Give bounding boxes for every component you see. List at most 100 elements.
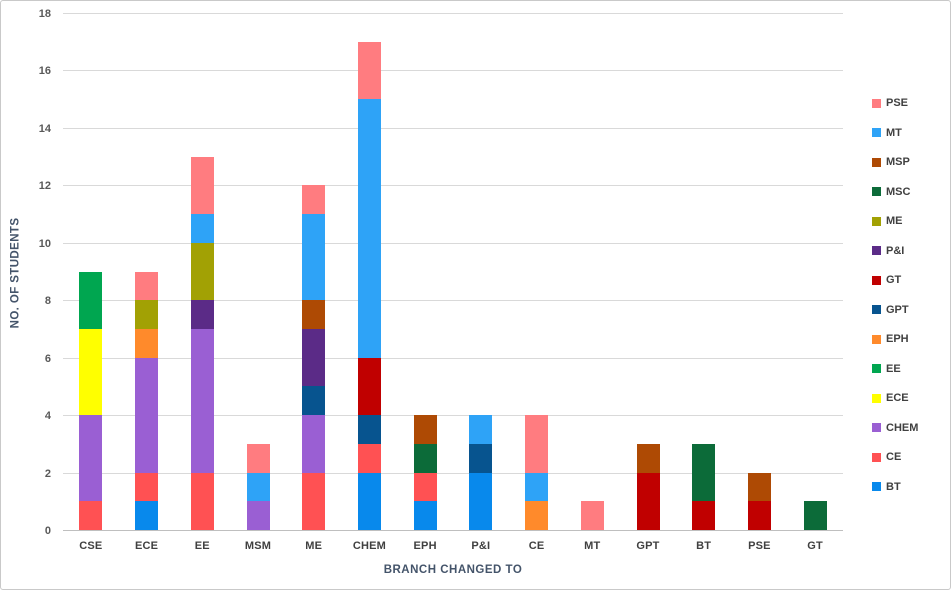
bar-MSM (246, 443, 270, 530)
x-category-label-CE: CE (528, 540, 545, 552)
bar-segment-CHEM-PSE (357, 41, 381, 100)
gridline-12 (63, 185, 843, 187)
y-tick-label-0: 0 (44, 525, 51, 537)
bar-segment-ECE-ME (135, 300, 159, 329)
gridline-4 (63, 415, 843, 417)
bar-segment-MT-PSE (580, 501, 604, 530)
legend-marker-EPH (872, 334, 881, 344)
legend-marker-P&I (872, 246, 881, 255)
bar-segment-ECE-PSE (135, 271, 159, 301)
y-tick-label-4: 4 (44, 410, 51, 423)
plot-area (63, 13, 843, 531)
bar-segment-CHEM-GPT (357, 415, 381, 444)
bar-segment-ECE-EPH (135, 328, 159, 358)
x-category-label-EE: EE (194, 540, 210, 552)
bar-CHEM (357, 41, 381, 530)
y-tick-label-12: 12 (38, 180, 51, 193)
legend-item-PSE: PSE (872, 97, 918, 109)
legend-item-MSC: MSC (872, 186, 918, 198)
x-category-label-CHEM: CHEM (352, 540, 387, 552)
legend-marker-GPT (872, 305, 881, 314)
legend-item-EPH: EPH (872, 333, 918, 345)
bar-segment-ECE-CE (135, 472, 159, 502)
legend-item-GPT: GPT (872, 304, 918, 316)
bar-segment-CSE-CHEM (79, 415, 103, 502)
bar-segment-EPH-BT (413, 501, 437, 530)
bar-segment-PSE-MSP (747, 472, 771, 502)
y-tick-label-14: 14 (38, 122, 51, 135)
legend-marker-MSC (872, 187, 881, 196)
bar-EPH (413, 415, 437, 530)
legend-item-ECE: ECE (872, 392, 918, 404)
bar-segment-ECE-CHEM (135, 357, 159, 473)
y-tick-label-18: 18 (38, 8, 51, 20)
x-category-label-PSE: PSE (748, 540, 771, 552)
bar-segment-EE-MT (190, 214, 214, 243)
legend-label-ME: ME (886, 215, 903, 227)
legend-label-BT: BT (886, 480, 901, 493)
bar-segment-MSM-MT (246, 472, 270, 502)
legend-item-MSP: MSP (872, 156, 918, 168)
bar-segment-EE-PSE (190, 156, 214, 215)
x-axis-title: BRANCH CHANGED TO (383, 564, 523, 576)
bar-ME (302, 185, 326, 530)
bar-segment-BT-MSC (692, 443, 716, 502)
bar-segment-CSE-CE (79, 501, 103, 530)
legend-item-CE: CE (872, 451, 918, 463)
bar-MT (580, 501, 604, 530)
bar-segment-ME-GPT (302, 386, 326, 416)
bar-P&I (469, 415, 493, 530)
bar-segment-P&I-GPT (469, 443, 493, 473)
bar-segment-ME-P&I (302, 328, 326, 387)
y-tick-label-16: 16 (38, 65, 51, 78)
legend-label-EPH: EPH (886, 333, 909, 345)
y-tick-label-8: 8 (44, 295, 51, 308)
bar-segment-EPH-MSP (413, 415, 437, 444)
bar-PSE (747, 472, 771, 530)
x-category-label-GT: GT (807, 540, 823, 552)
legend-marker-PSE (872, 98, 881, 108)
bar-segment-P&I-BT (469, 472, 493, 530)
bar-segment-EE-P&I (190, 300, 214, 329)
bar-segment-EE-CE (190, 472, 214, 530)
legend-item-ME: ME (872, 215, 918, 227)
bar-segment-CSE-ECE (79, 328, 103, 416)
y-tick-label-6: 6 (44, 352, 51, 365)
gridline-8 (63, 300, 843, 302)
bar-segment-GT-MSC (803, 501, 827, 530)
legend-marker-GT (872, 275, 881, 285)
bar-segment-MSM-CHEM (246, 501, 270, 530)
legend-label-CE: CE (886, 451, 902, 463)
legend-label-MSP: MSP (886, 156, 910, 168)
legend-label-GPT: GPT (886, 303, 909, 316)
legend-item-GT: GT (872, 274, 918, 286)
legend-label-CHEM: CHEM (886, 421, 919, 434)
bar-segment-EE-CHEM (190, 328, 214, 473)
bar-segment-CSE-EE (79, 271, 103, 329)
bar-segment-CHEM-BT (357, 472, 381, 530)
x-category-label-ME: ME (305, 540, 323, 552)
legend-item-CHEM: CHEM (872, 422, 918, 434)
bar-segment-EE-ME (190, 242, 214, 301)
gridline-16 (63, 70, 843, 72)
bar-segment-ME-PSE (302, 185, 326, 215)
bar-segment-GPT-GT (636, 472, 660, 530)
gridline-6 (63, 357, 843, 359)
bar-segment-EPH-CE (413, 472, 437, 502)
bar-segment-CE-PSE (525, 415, 549, 473)
bar-segment-CHEM-CE (357, 443, 381, 473)
bar-segment-ECE-BT (135, 501, 159, 530)
x-category-label-GPT: GPT (636, 540, 660, 552)
y-axis-title: NO. OF STUDENTS (9, 217, 21, 328)
bar-EE (190, 156, 214, 530)
legend-label-ECE: ECE (886, 392, 909, 404)
bar-BT (692, 443, 716, 530)
gridline-14 (63, 127, 843, 129)
gridline-10 (63, 242, 843, 244)
bar-segment-ME-CE (302, 472, 326, 530)
bar-CSE (79, 271, 103, 530)
legend-marker-CE (872, 452, 881, 462)
legend-marker-EE (872, 364, 881, 373)
x-category-label-BT: BT (696, 540, 712, 552)
